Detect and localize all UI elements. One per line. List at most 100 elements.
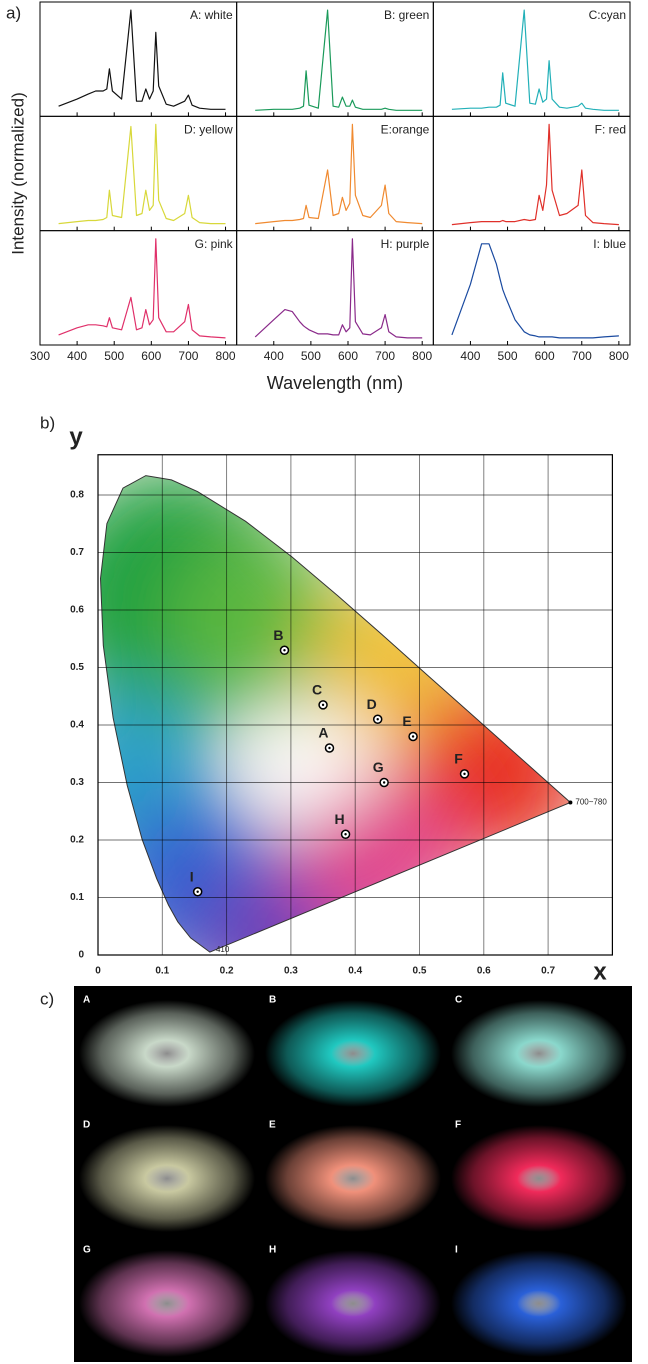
color-point-center xyxy=(412,735,414,737)
page: {"panel_labels": ["a)", "b)", "c)"], "ch… xyxy=(0,0,648,1364)
fill-blob xyxy=(255,705,365,815)
figure: a) b) c) A: white B: green C:cyan D: yellow… xyxy=(0,0,648,1364)
x-axis-label: x xyxy=(593,958,607,985)
panel-title: C:cyan xyxy=(589,8,626,22)
x-tick-label: 0.5 xyxy=(413,966,427,977)
point-label: C xyxy=(312,682,322,698)
x-tick-label: 700 xyxy=(572,349,592,363)
photo-glow xyxy=(79,1000,255,1107)
x-axis-label: Wavelength (nm) xyxy=(267,373,403,393)
x-tick-label: 500 xyxy=(301,349,321,363)
point-label: I xyxy=(190,868,194,884)
panel-title: F: red xyxy=(595,123,626,137)
color-point-center xyxy=(344,833,346,835)
y-tick-label: 0.5 xyxy=(70,662,84,673)
spectrum-line xyxy=(59,124,226,223)
panel-label: a) xyxy=(6,3,21,22)
color-point-center xyxy=(463,773,465,775)
photo-glow xyxy=(265,1250,441,1357)
spectrum-line xyxy=(59,10,226,109)
spectrum-line xyxy=(452,244,619,338)
x-tick-label: 500 xyxy=(104,349,124,363)
photo-label: E xyxy=(269,1120,276,1131)
photo-glow xyxy=(451,1250,627,1357)
y-tick-label: 0.2 xyxy=(70,835,84,846)
photo-glow xyxy=(265,1125,441,1232)
photo-label: C xyxy=(455,995,462,1006)
x-tick-label: 800 xyxy=(609,349,629,363)
panel-title: I: blue xyxy=(593,237,626,251)
photo-label: D xyxy=(83,1120,90,1131)
x-tick-label: 400 xyxy=(460,349,480,363)
point-label: E xyxy=(402,713,411,729)
color-point-center xyxy=(322,704,324,706)
x-tick-label: 800 xyxy=(412,349,432,363)
spectrum-line xyxy=(255,239,422,338)
panel-label: c) xyxy=(40,989,54,1008)
panel-title: B: green xyxy=(384,8,429,22)
x-tick-label: 300 xyxy=(30,349,50,363)
photo-label: B xyxy=(269,995,276,1006)
x-tick-label: 0.1 xyxy=(155,966,169,977)
point-label: H xyxy=(334,811,344,827)
color-point-center xyxy=(328,747,330,749)
photo-label: A xyxy=(83,995,90,1006)
color-point-center xyxy=(283,649,285,651)
spectrum-line xyxy=(255,124,422,223)
x-tick-label: 0.3 xyxy=(284,966,298,977)
point-label: G xyxy=(373,759,384,775)
x-tick-label: 700 xyxy=(375,349,395,363)
panel-title: E:orange xyxy=(381,123,430,137)
y-tick-label: 0.4 xyxy=(70,720,84,731)
photo-glow xyxy=(265,1000,441,1107)
x-tick-label: 400 xyxy=(264,349,284,363)
y-tick-label: 0.6 xyxy=(70,605,84,616)
y-tick-label: 0.1 xyxy=(70,892,84,903)
x-tick-label: 700 xyxy=(178,349,198,363)
photo-label: G xyxy=(83,1245,91,1256)
photo-glow xyxy=(79,1250,255,1357)
photo-glow xyxy=(79,1125,255,1232)
x-tick-label: 500 xyxy=(498,349,518,363)
annotation: 410 xyxy=(216,945,230,954)
locus-point xyxy=(568,800,572,804)
x-tick-label: 600 xyxy=(338,349,358,363)
photo-label: H xyxy=(269,1245,276,1256)
panel-title: A: white xyxy=(190,8,233,22)
spectrum-line xyxy=(452,124,619,224)
color-point-center xyxy=(377,718,379,720)
photo-label: I xyxy=(455,1245,458,1256)
color-point-center xyxy=(383,781,385,783)
panel-title: H: purple xyxy=(381,237,430,251)
photo-glow xyxy=(451,1000,627,1107)
x-tick-label: 600 xyxy=(535,349,555,363)
x-tick-label: 400 xyxy=(67,349,87,363)
point-label: D xyxy=(367,696,377,712)
panel-label: b) xyxy=(40,413,55,432)
y-axis-label: Intensity (normalized) xyxy=(8,92,27,255)
point-label: F xyxy=(454,751,463,767)
spectrum-line xyxy=(452,10,619,110)
panel-title: D: yellow xyxy=(184,123,233,137)
x-tick-label: 600 xyxy=(141,349,161,363)
y-axis-label: y xyxy=(69,423,83,450)
x-tick-label: 0 xyxy=(95,966,101,977)
y-tick-label: 0.8 xyxy=(70,490,84,501)
color-point-center xyxy=(196,891,198,893)
photo-label: F xyxy=(455,1120,461,1131)
x-tick-label: 0.4 xyxy=(348,966,362,977)
y-tick-label: 0.3 xyxy=(70,777,84,788)
photo-glow xyxy=(451,1125,627,1232)
x-tick-label: 0.2 xyxy=(220,966,234,977)
point-label: A xyxy=(318,725,328,741)
point-label: B xyxy=(273,627,283,643)
x-tick-label: 0.6 xyxy=(477,966,491,977)
y-tick-label: 0.7 xyxy=(70,547,84,558)
annotation: 700~780 xyxy=(575,798,607,807)
y-tick-label: 0 xyxy=(78,950,84,961)
spectrum-line xyxy=(255,10,422,110)
panel-title: G: pink xyxy=(195,237,234,251)
spectrum-line xyxy=(59,239,226,338)
x-tick-label: 0.7 xyxy=(541,966,555,977)
x-tick-label: 800 xyxy=(216,349,236,363)
